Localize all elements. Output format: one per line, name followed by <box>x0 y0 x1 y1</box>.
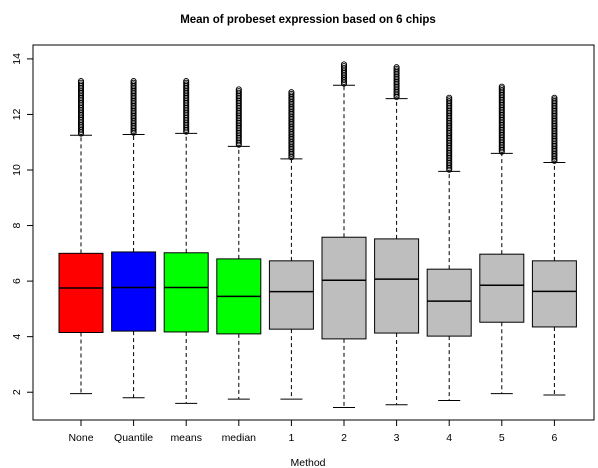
x-tick-label: 2 <box>341 432 347 444</box>
iqr-box <box>479 253 525 323</box>
outlier-point <box>498 83 505 90</box>
outlier-point <box>393 64 400 71</box>
box-3 <box>374 64 420 406</box>
outlier-point <box>235 86 242 93</box>
box-4 <box>426 94 472 402</box>
box-1 <box>268 89 314 400</box>
iqr-box <box>163 252 209 333</box>
outlier-point <box>393 67 400 74</box>
outlier-point <box>340 63 348 70</box>
outlier-point <box>235 89 242 96</box>
box-5 <box>479 83 525 395</box>
outlier-point <box>288 90 295 97</box>
outlier-point <box>446 94 453 101</box>
y-tick-label: 10 <box>11 164 23 176</box>
x-tick-label: Quantile <box>114 432 153 444</box>
x-tick-label: 1 <box>288 432 294 444</box>
box-series <box>58 61 577 408</box>
y-tick-label: 12 <box>11 108 23 120</box>
y-axis: 2 4 6 8 10 12 14 <box>11 53 34 395</box>
box-means <box>163 78 209 404</box>
box-none <box>58 78 104 395</box>
outlier-point <box>446 98 453 105</box>
y-tick-label: 6 <box>11 278 23 284</box>
outlier-point <box>393 65 400 72</box>
outlier-point <box>183 81 190 88</box>
outlier-point <box>288 89 295 96</box>
iqr-box <box>531 260 577 328</box>
box-quantile <box>111 78 157 399</box>
outlier-point <box>77 81 85 88</box>
iqr-box <box>374 238 420 334</box>
outlier-point <box>551 98 558 105</box>
x-tick-label: 6 <box>551 432 557 444</box>
outlier-point <box>183 78 190 85</box>
outlier-point <box>77 79 85 86</box>
outlier-point <box>130 79 137 86</box>
iqr-box <box>111 251 157 332</box>
x-tick-label: 3 <box>394 432 400 444</box>
outlier-point <box>340 64 348 71</box>
outlier-point <box>130 78 137 85</box>
outlier-point <box>130 81 137 88</box>
y-tick-label: 2 <box>11 389 23 395</box>
y-tick-label: 8 <box>11 222 23 228</box>
chart-title: Mean of probeset expression based on 6 c… <box>180 14 436 26</box>
outlier-point <box>551 94 558 101</box>
iqr-box <box>321 236 367 340</box>
outlier-point <box>235 88 242 95</box>
x-axis-label: Method <box>290 457 325 468</box>
box-median <box>216 86 262 400</box>
outlier-point <box>77 78 85 85</box>
plot-frame <box>32 44 595 421</box>
iqr-box <box>268 260 314 330</box>
y-tick-label: 4 <box>11 334 23 340</box>
x-axis: None Quantile means median 1 2 3 4 5 6 <box>68 419 557 444</box>
x-tick-label: 5 <box>499 432 505 444</box>
outlier-point <box>340 61 348 68</box>
x-tick-label: median <box>222 432 257 444</box>
outlier-point <box>288 92 295 99</box>
x-tick-label: 4 <box>446 432 452 444</box>
x-tick-label: None <box>68 432 93 444</box>
outlier-point <box>498 85 505 92</box>
iqr-box <box>426 268 472 337</box>
outlier-point <box>183 79 190 86</box>
box-2 <box>321 61 367 408</box>
outlier-point <box>446 96 453 103</box>
iqr-box <box>58 252 104 333</box>
x-tick-label: means <box>170 432 202 444</box>
box-6 <box>531 94 577 396</box>
outlier-point <box>551 96 558 103</box>
outlier-point <box>498 86 505 94</box>
y-tick-label: 14 <box>11 53 23 65</box>
